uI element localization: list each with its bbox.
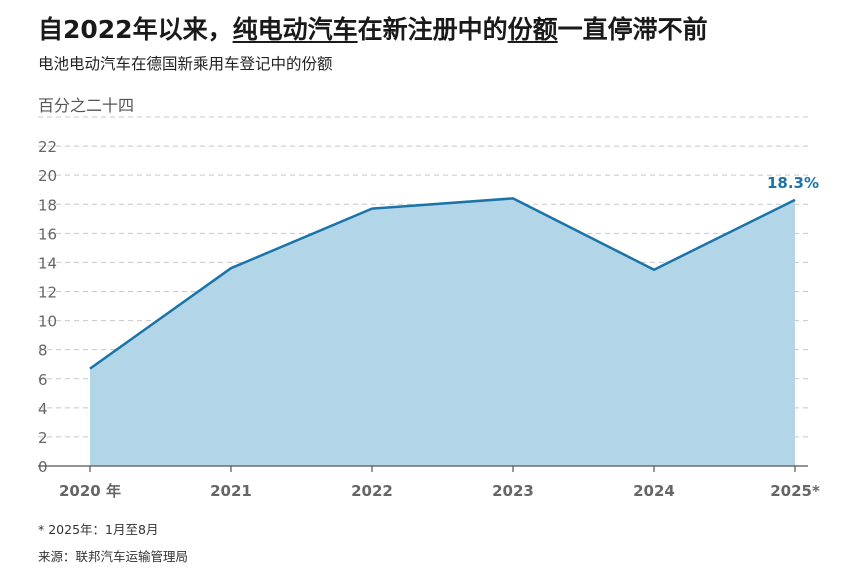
y-tick-label: 2 <box>38 429 48 447</box>
x-tick-label: 2024 <box>633 482 675 500</box>
title-part3: 一直停滞不前 <box>557 15 708 44</box>
series-line <box>89 197 796 370</box>
x-tick-label: 2020 年 <box>59 482 121 500</box>
footnote: * 2025年：1月至8月 <box>38 522 159 537</box>
end-value-label: 18.3% <box>767 174 819 192</box>
x-tick-label: 2021 <box>210 482 252 500</box>
y-unit-label: 百分之二十四 <box>38 96 135 115</box>
x-tick-label: 2025* <box>770 482 820 500</box>
title-part2: 在新注册中的 <box>357 15 508 44</box>
y-tick-label: 6 <box>38 371 48 389</box>
y-tick-label: 0 <box>38 458 48 476</box>
y-tick-label: 18 <box>38 196 57 214</box>
data-labels: 18.3% <box>767 174 819 192</box>
title-underlined2: 份额 <box>507 15 558 44</box>
y-tick-label: 10 <box>38 313 57 331</box>
y-tick-label: 22 <box>38 138 57 156</box>
y-tick-label: 14 <box>38 254 57 272</box>
chart-subtitle: 电池电动汽车在德国新乘用车登记中的份额 <box>38 55 333 73</box>
y-tick-label: 16 <box>38 225 57 243</box>
chart-title: 自2022年以来，纯电动汽车在新注册中的份额一直停滞不前 <box>38 10 708 46</box>
x-tick-label: 2022 <box>351 482 393 500</box>
x-tick-label: 2023 <box>492 482 534 500</box>
area-fill <box>90 198 795 466</box>
source-note: 来源：联邦汽车运输管理局 <box>38 549 189 564</box>
y-tick-label: 4 <box>38 400 48 418</box>
y-tick-labels: 0 2 4 6 8 10 12 14 16 18 20 22 <box>38 138 57 476</box>
title-part1: 自2022年以来， <box>38 15 233 44</box>
y-tick-label: 12 <box>38 284 57 302</box>
y-tick-label: 20 <box>38 167 57 185</box>
x-axis: 2020 年 2021 2022 2023 2024 2025* <box>38 465 820 500</box>
title-underlined: 纯电动汽车 <box>232 15 358 44</box>
y-tick-label: 8 <box>38 342 48 360</box>
